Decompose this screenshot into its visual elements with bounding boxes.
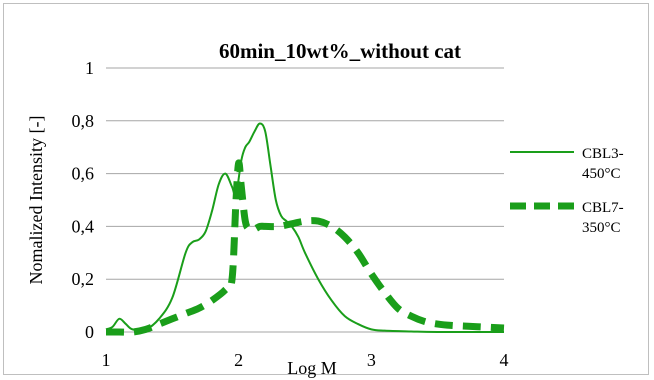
y-tick-label: 0,6 xyxy=(72,164,95,184)
series-line-1 xyxy=(105,122,505,334)
y-tick-label: 1 xyxy=(85,58,94,78)
x-tick-labels: 1 2 3 4 xyxy=(102,350,509,370)
legend-label-1: 450°C xyxy=(582,166,621,182)
gridlines xyxy=(106,67,504,333)
legend: CBL3- 450°C CBL7- 350°C xyxy=(510,146,624,236)
y-tick-label: 0,2 xyxy=(72,269,95,289)
legend-label-1: CBL3- xyxy=(582,146,624,162)
legend-label-2: CBL7- xyxy=(582,200,624,216)
legend-label-2: 350°C xyxy=(582,220,621,236)
x-tick-label: 2 xyxy=(234,350,243,370)
y-tick-label: 0,8 xyxy=(72,111,95,131)
chart-title: 60min_10wt%_without cat xyxy=(219,39,461,63)
series-line-2 xyxy=(106,159,505,336)
x-tick-label: 1 xyxy=(102,350,111,370)
y-tick-label: 0 xyxy=(85,322,94,342)
x-axis-label: Log M xyxy=(287,358,337,378)
series-group xyxy=(105,122,505,336)
y-tick-labels: 0 0,2 0,4 0,6 0,8 1 xyxy=(72,58,95,342)
chart-frame xyxy=(3,3,649,375)
x-tick-label: 4 xyxy=(500,350,509,370)
y-tick-label: 0,4 xyxy=(72,216,95,236)
y-axis-label: Nomalized Intensity [-] xyxy=(26,116,46,285)
x-tick-label: 3 xyxy=(367,350,376,370)
